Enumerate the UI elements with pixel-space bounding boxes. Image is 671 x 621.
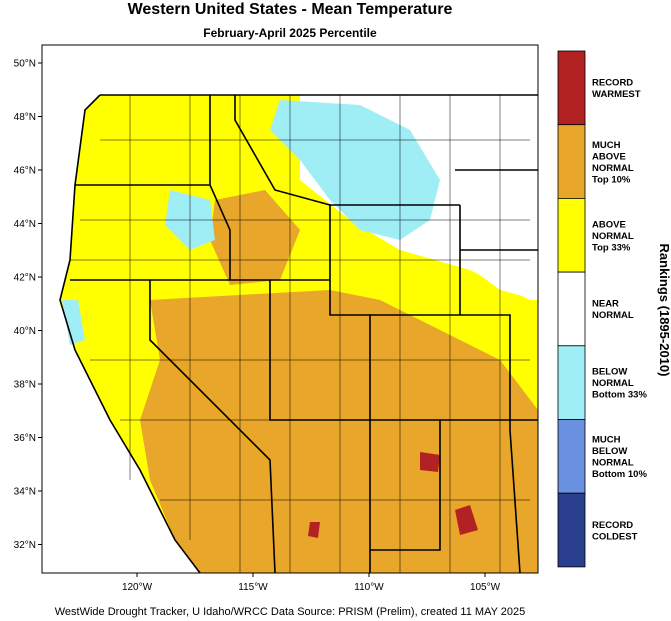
legend-label: ABOVE <box>592 219 626 230</box>
legend-label: BELOW <box>592 367 627 378</box>
map-area <box>42 45 538 573</box>
legend-label: RECORD <box>592 78 633 89</box>
legend-label: Bottom 10% <box>592 469 647 480</box>
legend-label: COLDEST <box>592 531 638 542</box>
map-frame <box>41 44 539 574</box>
legend-swatch <box>557 197 586 273</box>
subtitle: February-April 2025 Percentile <box>203 26 377 40</box>
lat-label: 44°N <box>14 219 36 230</box>
record-warm-region <box>308 522 320 538</box>
legend-label: WARMEST <box>592 89 641 100</box>
legend-label: NORMAL <box>592 163 634 174</box>
record-warm-region <box>455 505 478 535</box>
record-warm-region <box>420 452 440 472</box>
legend-label: Top 10% <box>592 174 631 185</box>
legend-swatch <box>557 492 586 568</box>
legend-label: MUCH <box>592 140 621 151</box>
footer: WestWide Drought Tracker, U Idaho/WRCC D… <box>55 606 526 618</box>
legend-swatch <box>557 124 586 199</box>
near-normal-region <box>420 95 538 300</box>
legend-label: MUCH <box>592 435 621 446</box>
legend-swatch <box>557 271 586 347</box>
legend-label: BELOW <box>592 446 627 457</box>
legend-label: RECORD <box>592 520 633 531</box>
lon-label: 110°W <box>354 582 384 593</box>
legend-swatch <box>557 419 586 494</box>
lat-label: 32°N <box>14 540 36 551</box>
lat-label: 48°N <box>14 112 36 123</box>
legend-label: NEAR <box>592 299 619 310</box>
lat-label: 42°N <box>14 273 36 284</box>
legend-title: Rankings (1895-2010) <box>657 244 671 377</box>
legend-label: NORMAL <box>592 310 634 321</box>
lon-label: 115°W <box>238 582 268 593</box>
legend-swatch <box>557 50 586 126</box>
lon-label: 105°W <box>470 582 501 593</box>
lat-label: 50°N <box>14 59 36 70</box>
legend-label: NORMAL <box>592 231 634 242</box>
below-normal-region <box>62 300 85 345</box>
lat-label: 46°N <box>14 166 36 177</box>
legend-label: Top 33% <box>592 242 631 253</box>
lat-label: 38°N <box>14 380 36 391</box>
legend-label: NORMAL <box>592 378 634 389</box>
legend-label: Bottom 33% <box>592 390 647 401</box>
lat-label: 40°N <box>14 326 36 337</box>
much-above-region <box>140 290 538 573</box>
lon-label: 120°W <box>122 582 153 593</box>
legend-swatch <box>557 345 586 420</box>
lat-label: 34°N <box>14 487 36 498</box>
county-lines <box>70 95 530 573</box>
legend-label: ABOVE <box>592 151 626 162</box>
lat-label: 36°N <box>14 433 36 444</box>
state-borders <box>59 94 538 573</box>
much-above-region <box>210 190 300 285</box>
title: Western United States - Mean Temperature <box>128 1 453 18</box>
legend-label: NORMAL <box>592 458 634 469</box>
